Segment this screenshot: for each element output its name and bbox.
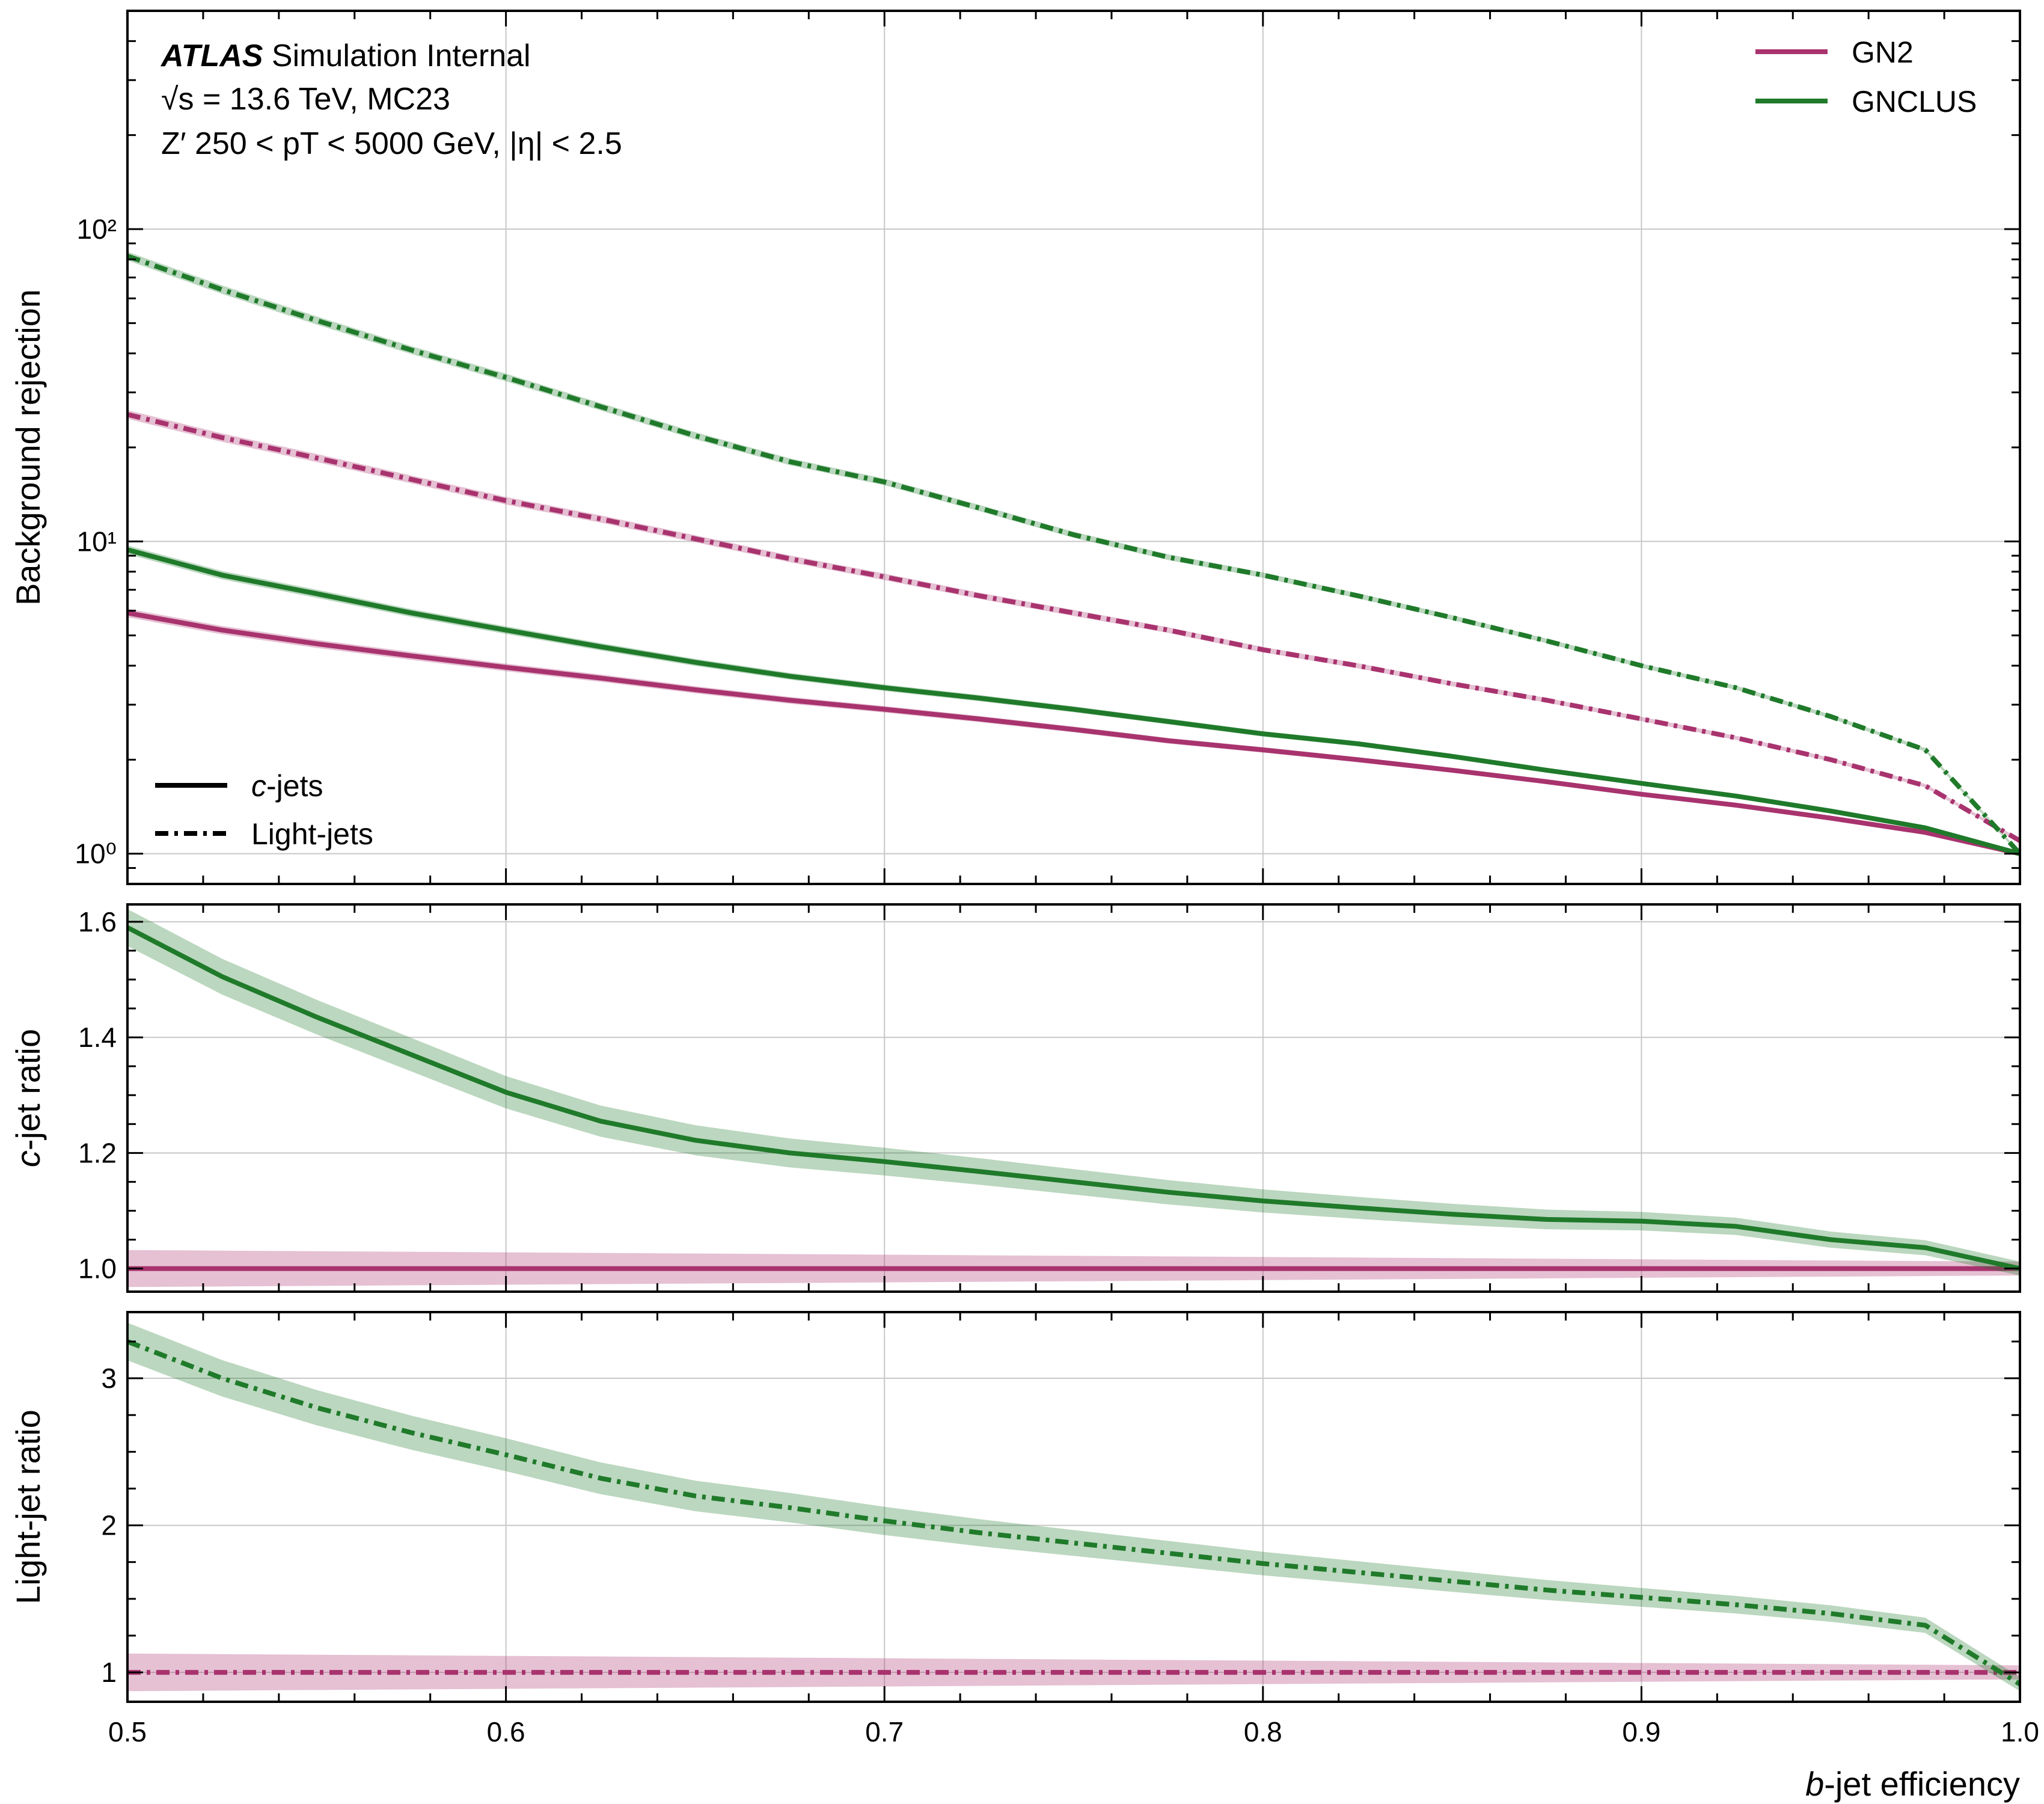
panel-rejection: 10⁰ 10¹ 10² Background rejection [9,10,2021,885]
y-axis-title: c-jet ratio [9,1029,47,1167]
ticks-light-ratio [126,1312,2021,1702]
panel-c-ratio: 1.0 1.2 1.4 1.6 c-jet ratio [9,903,2021,1293]
grid-light-ratio [127,1312,2021,1702]
atlas-label: ATLAS Simulation Internal [160,38,531,73]
y-tick-label: 2 [101,1510,117,1541]
uncertainty-band-gn2 [127,609,2020,856]
plot-frame [126,1311,2021,1703]
y-tick-label: 1.0 [78,1253,117,1284]
x-tick-label: 0.8 [1244,1716,1282,1747]
flavour-legend: c-jets Light-jets [155,769,373,851]
uncertainty-band-gnclus [127,545,2020,856]
y-tick-label: 10² [77,213,117,245]
x-tick-label: 0.5 [108,1716,147,1747]
y-tick-label: 1.6 [78,906,117,937]
y-tick-label: 1 [101,1657,117,1688]
energy-label: √s = 13.6 TeV, MC23 [161,82,450,117]
series-group-c-ratio [127,909,2020,1287]
series-line-gn2-light [127,412,2020,843]
y-tick-label: 10⁰ [75,838,117,870]
x-tick-label: 1.0 [2001,1716,2039,1747]
y-tick-label: 1.4 [78,1022,117,1053]
ticks-c-ratio [126,904,2021,1292]
series-line-gnclus-light [127,1339,2020,1687]
y-axis-title: Background rejection [9,289,47,606]
legend-label-gn2: GN2 [1852,35,1914,69]
uncertainty-band-gn2 [127,410,2020,842]
series-group-rejection [127,251,2020,856]
legend-label-gnclus: GNCLUS [1852,85,1977,118]
y-tick-label: 3 [101,1363,117,1394]
x-tick-label: 0.7 [865,1716,904,1747]
y-axis-title: Light-jet ratio [9,1410,47,1604]
series-line-gnclus-c [127,547,2020,856]
uncertainty-band-gnclus [127,1322,2020,1692]
plot-frame [126,903,2021,1293]
uncertainty-band-gnclus [127,909,2020,1276]
x-axis-title: b-jet efficiency [1805,1765,2020,1803]
legend-label-dashdot: Light-jets [251,817,373,851]
y-tick-label: 1.2 [78,1137,117,1168]
tagger-legend: GN2 GNCLUS [1755,35,1977,118]
x-tick-label: 0.6 [487,1716,525,1747]
series-line-gnclus-light [127,254,2020,856]
selection-label: Z′ 250 < pT < 5000 GeV, |η| < 2.5 [161,126,622,161]
series-line-gnclus-c [127,925,2020,1271]
legend-label-solid: c-jets [251,769,323,803]
uncertainty-band-gnclus [127,251,2020,856]
panel-light-ratio: 1 2 3 Light-jet ratio 0.5 0.6 0.7 0.8 0.9 1.0 b-je… [9,1311,2039,1803]
series-line-gn2-c [127,610,2020,856]
y-tick-label: 10¹ [77,526,117,557]
x-tick-label: 0.9 [1622,1716,1660,1747]
ticks-rejection [126,10,2021,885]
series-group-light-ratio [127,1322,2020,1692]
atlas-info-block: ATLAS Simulation Internal √s = 13.6 TeV, … [160,38,622,161]
